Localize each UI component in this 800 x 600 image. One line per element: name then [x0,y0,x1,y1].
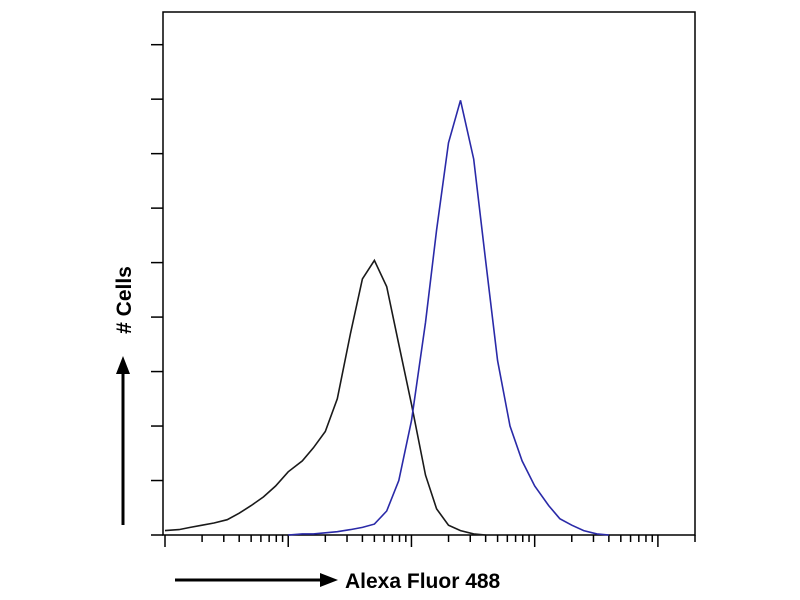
histogram-line [288,100,609,536]
y-arrow-head [116,356,130,374]
plot-frame [162,11,696,536]
y-axis-label: # Cells [113,266,136,334]
histogram-line [164,258,486,536]
x-arrow-head [320,573,338,587]
x-axis-label: Alexa Fluor 488 [345,570,501,593]
